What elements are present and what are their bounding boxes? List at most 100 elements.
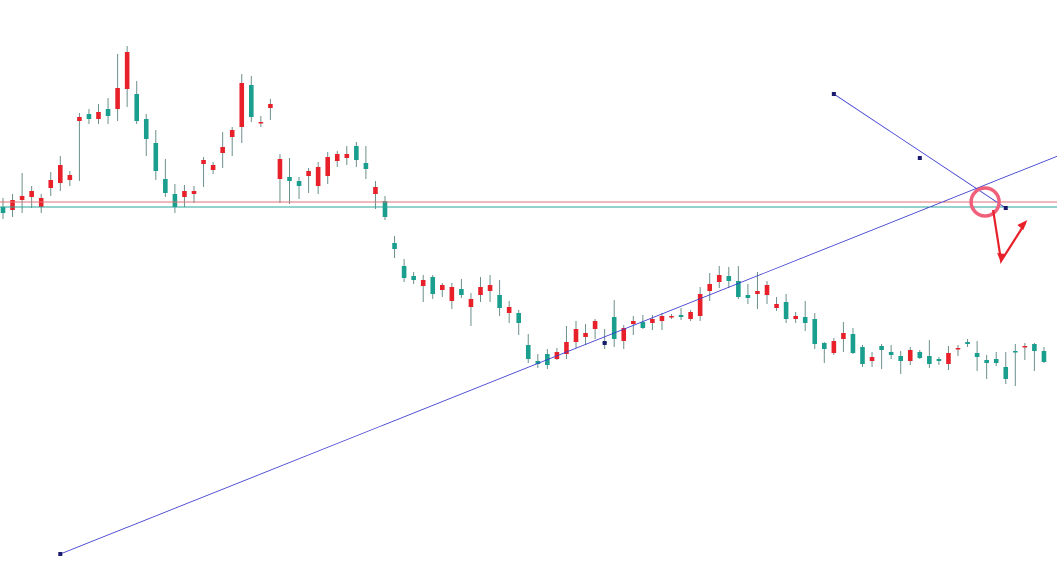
candle-body xyxy=(258,122,264,124)
candle-body xyxy=(745,295,751,298)
breakout-marker-circle xyxy=(969,186,1001,218)
candle-body xyxy=(535,361,541,364)
candle-body xyxy=(363,163,369,169)
candle-body xyxy=(29,191,34,197)
candle-body xyxy=(917,352,923,358)
candle-body xyxy=(869,357,875,361)
candle-body xyxy=(449,287,455,301)
candle-body xyxy=(478,287,483,295)
candle-body xyxy=(48,180,54,188)
candle-body xyxy=(373,187,378,194)
candle-body xyxy=(86,114,92,119)
candle-body xyxy=(669,316,674,318)
candle-body xyxy=(850,334,856,353)
candle-body xyxy=(306,171,311,176)
candle-body xyxy=(124,52,130,89)
candle-body xyxy=(77,117,82,121)
candle-body xyxy=(659,316,665,321)
candle-body xyxy=(936,359,942,361)
candle-body xyxy=(898,356,903,361)
candle-body xyxy=(440,285,445,290)
candle-body xyxy=(277,159,283,179)
falling-trendline-anchor xyxy=(831,92,836,96)
candle-body xyxy=(822,343,827,349)
rising-trendline-anchor xyxy=(602,341,607,345)
candle-body xyxy=(249,85,254,117)
candles-group xyxy=(0,46,1047,386)
candle-body xyxy=(974,353,980,357)
candle-body xyxy=(58,165,63,183)
candle-body xyxy=(1041,351,1047,362)
candle-body xyxy=(1003,367,1009,379)
candle-body xyxy=(220,147,225,153)
candle-body xyxy=(191,191,197,194)
candle-body xyxy=(1032,344,1037,351)
candle-body xyxy=(631,321,636,324)
candle-body xyxy=(802,317,808,323)
candle-body xyxy=(201,160,206,164)
candle-body xyxy=(831,341,837,353)
candle-body xyxy=(105,109,111,116)
candle-body xyxy=(382,201,388,217)
candle-body xyxy=(516,313,521,323)
candle-body xyxy=(774,304,779,308)
candle-body xyxy=(334,154,340,161)
candle-body xyxy=(163,179,168,193)
candle-body xyxy=(592,321,598,329)
candle-body xyxy=(287,177,292,181)
candle-body xyxy=(860,347,865,364)
candle-body xyxy=(688,312,693,319)
candle-body xyxy=(755,291,760,294)
candle-body xyxy=(993,359,999,363)
candle-body xyxy=(1022,346,1028,348)
candle-body xyxy=(401,266,407,278)
candle-body xyxy=(564,342,569,354)
candle-body xyxy=(143,119,149,139)
candle-body xyxy=(344,154,350,158)
candle-body xyxy=(611,317,617,339)
candle-body xyxy=(0,207,6,213)
annotation-overlays xyxy=(969,186,1028,265)
candle-body xyxy=(497,295,502,308)
candle-body xyxy=(468,299,474,307)
candle-body xyxy=(134,94,139,121)
candle-body xyxy=(965,342,970,344)
candle-body xyxy=(153,143,159,171)
candle-body xyxy=(707,284,712,291)
candle-body xyxy=(907,350,913,361)
candle-body xyxy=(946,353,951,364)
candle-body xyxy=(984,360,989,363)
candle-body xyxy=(67,175,73,180)
candle-body xyxy=(459,289,464,295)
candle-body xyxy=(697,294,703,316)
candle-body xyxy=(1013,351,1018,353)
candle-body xyxy=(315,167,321,186)
candle-body xyxy=(888,352,894,355)
candle-body xyxy=(678,315,684,317)
candle-body xyxy=(10,200,15,210)
candle-body xyxy=(640,322,646,328)
candle-body xyxy=(411,276,416,280)
candle-body xyxy=(239,83,245,127)
candle-body xyxy=(716,275,722,282)
candle-body xyxy=(420,280,426,286)
candle-body xyxy=(229,130,235,137)
falling-trendline xyxy=(833,93,1006,209)
candle-body xyxy=(764,285,770,295)
candle-body xyxy=(354,146,359,160)
candle-body xyxy=(115,88,120,109)
candle-body xyxy=(573,329,579,342)
rising-trendline-anchor xyxy=(58,552,63,556)
candle-body xyxy=(726,276,732,281)
candle-body xyxy=(392,243,397,249)
candle-body xyxy=(955,348,961,350)
falling-trendline-anchor xyxy=(917,156,922,160)
candle-body xyxy=(583,333,588,337)
candle-body xyxy=(268,104,273,108)
candle-body xyxy=(812,319,818,344)
candle-body xyxy=(841,333,846,339)
candle-body xyxy=(182,191,187,197)
candle-body xyxy=(927,356,932,364)
candle-body xyxy=(296,181,302,186)
